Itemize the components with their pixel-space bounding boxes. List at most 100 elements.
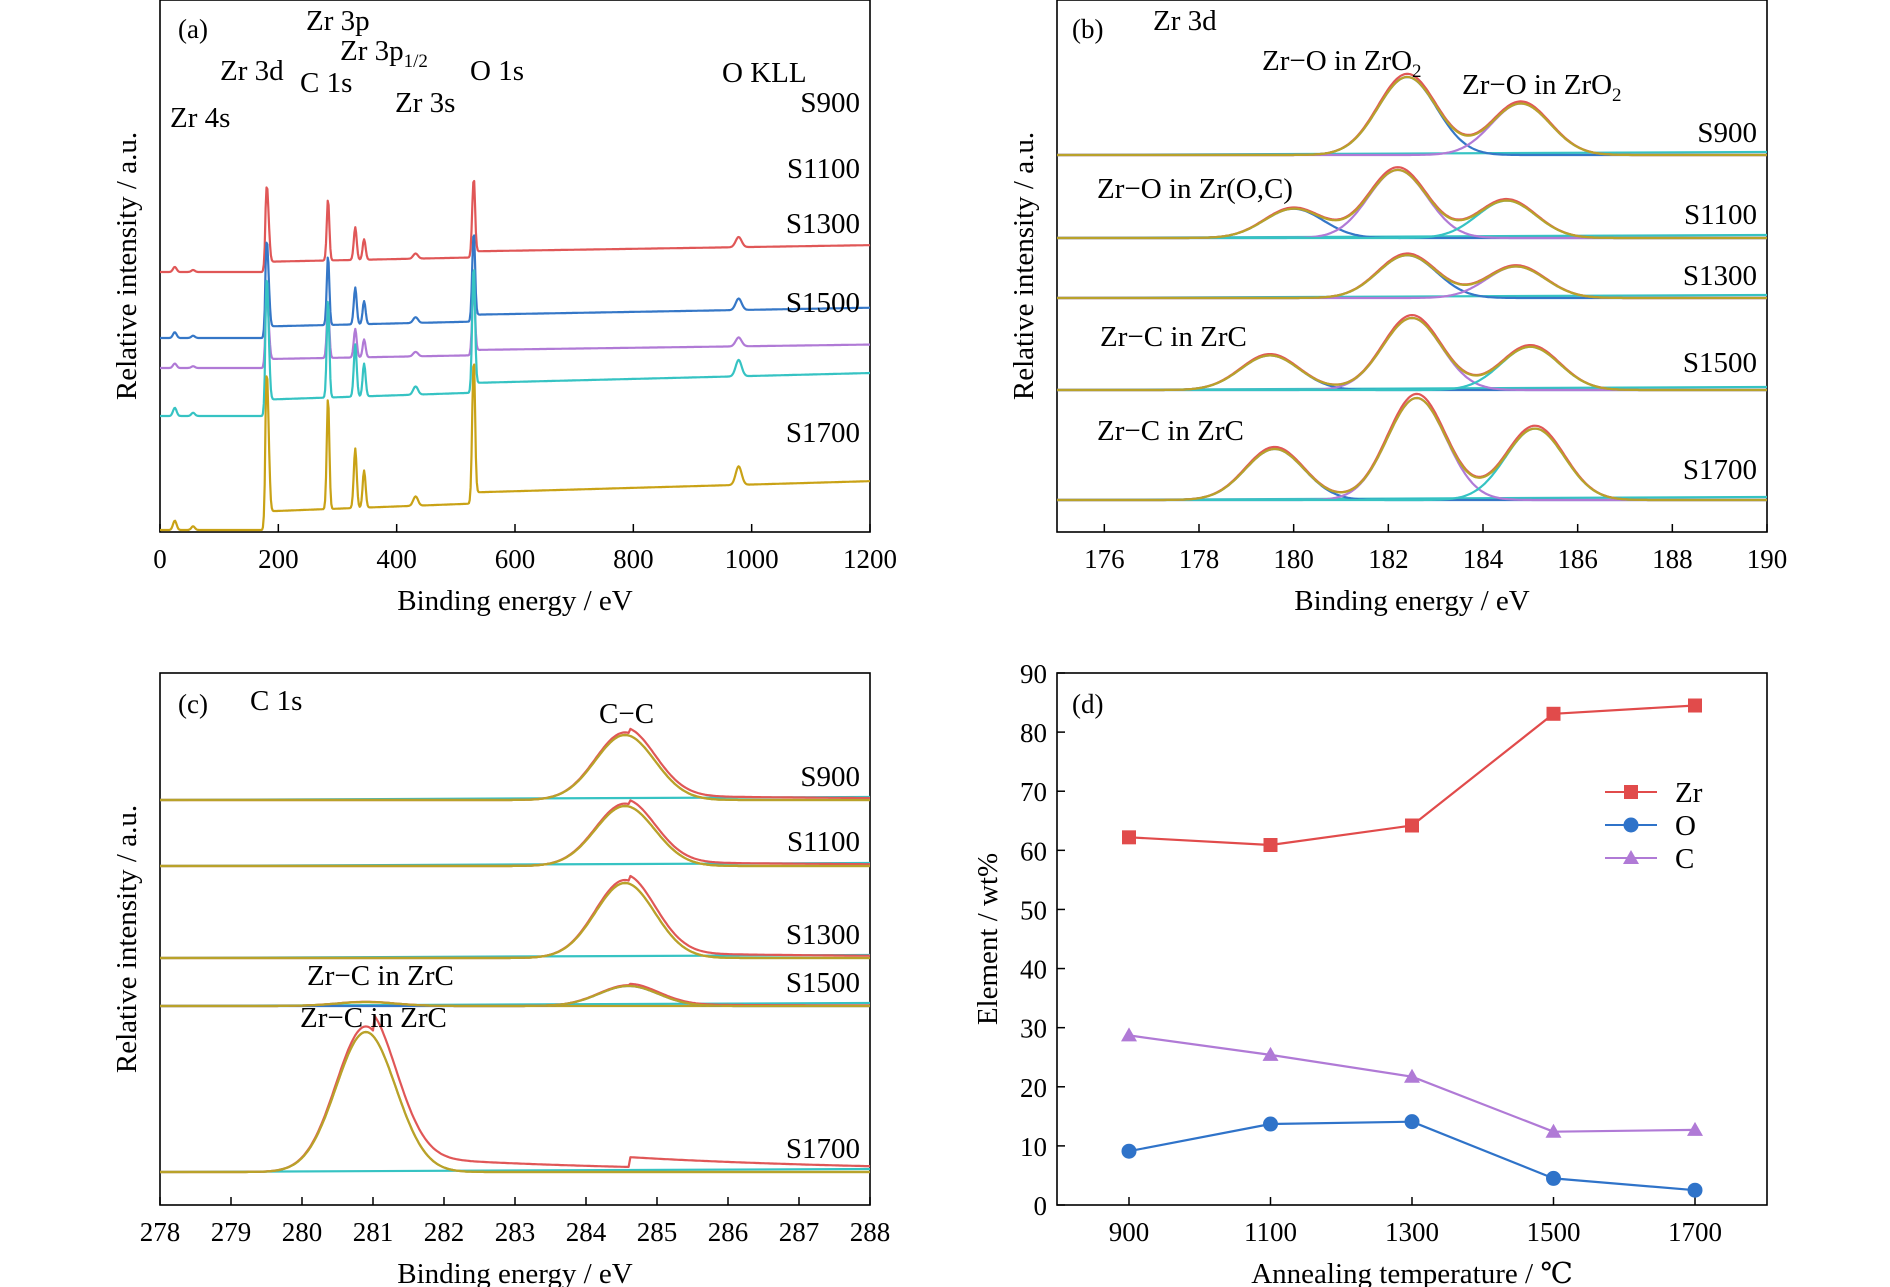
y-tick-label: 30 [1020,1014,1047,1044]
x-tick-label: 279 [211,1217,252,1247]
peak-annotation: Zr−C in ZrC [1097,415,1244,447]
y-tick-label: 80 [1020,718,1047,748]
component-peak [1057,199,1767,240]
x-tick-label: 200 [258,544,299,574]
component-peak [1057,345,1767,392]
baseline-s1700 [159,1167,871,1174]
panel-c-c1s-spectra: 278 279 280 281 282 283 284 285 286 287 288 Binding… [111,672,891,1287]
x-tick-label: 800 [613,544,654,574]
panel-tag: (d) [1072,689,1103,719]
component-peak [1057,102,1767,157]
peak-annotation: Zr−C in ZrC [300,1002,447,1034]
data-point-o [1546,1170,1561,1186]
fitted-envelope-s1300 [1057,254,1767,300]
measured-line-s1300 [160,874,871,960]
peak-annotation: Zr−O in ZrO2 [1462,69,1622,106]
legend-marker [1624,785,1638,799]
survey-line-s900 [159,179,871,274]
x-axis-label: Annealing temperature / ℃ [1251,1258,1573,1287]
legend-label-o: O [1675,810,1696,842]
fitted-envelope-s1500 [1057,316,1767,392]
data-point-o [1404,1114,1420,1130]
x-tick-label: 283 [495,1217,536,1247]
fitted-envelope-s900 [160,733,870,802]
x-tick-label: 1200 [843,544,897,574]
component-peak [160,733,870,802]
survey-line-s1700 [159,363,871,532]
series-label-s1300: S1300 [786,919,860,951]
y-tick-label: 40 [1020,955,1047,985]
panel-title: Zr 3d [1153,5,1217,37]
fitted-envelope-s1300 [160,881,870,960]
survey-line-s1500 [159,269,871,418]
series-label-s900: S900 [800,87,860,119]
y-axis-label: Relative intensity / a.u. [1008,132,1040,400]
y-axis-label: Relative intensity / a.u. [111,805,143,1073]
x-tick-label: 190 [1747,544,1788,574]
panel-tag: (c) [178,689,208,719]
data-point-c [1687,1121,1703,1136]
measured-line-s1700 [160,1014,871,1174]
component-peak [1057,265,1767,300]
fitted-envelope-s1700 [1057,396,1767,502]
series-label-s1300: S1300 [1683,260,1757,292]
fitted-envelope-s1700 [160,1030,870,1174]
series-label-s900: S900 [800,761,860,793]
component-peak [1057,396,1767,502]
peak-label: Zr 3d [220,55,284,87]
x-tick-label: 1700 [1668,1217,1722,1247]
series-label-s1700: S1700 [1683,454,1757,486]
y-tick-label: 0 [1034,1191,1048,1221]
y-tick-label: 70 [1020,777,1047,807]
series-label-s1500: S1500 [786,287,860,319]
x-tick-label: 180 [1273,544,1314,574]
peak-annotation: Zr−C in ZrC [307,960,454,992]
x-tick-label: 178 [1179,544,1220,574]
data-point-o [1121,1143,1137,1159]
y-tick-label: 50 [1020,895,1047,925]
panel-tag: (a) [178,14,208,44]
legend-label-zr: Zr [1675,777,1703,809]
x-tick-label: 288 [850,1217,891,1247]
data-point-zr [1263,838,1278,853]
y-axis-label: Element / wt% [972,853,1004,1025]
x-tick-label: 281 [353,1217,394,1247]
measured-line-s900 [160,727,871,802]
measured-line-s1100 [160,799,870,868]
data-point-zr [1405,818,1419,833]
subscript: 1/2 [404,51,428,72]
x-tick-label: 287 [779,1217,820,1247]
peak-label: Zr 3p [306,5,370,37]
peak-label: O KLL [722,57,807,89]
component-peak [160,1030,870,1174]
data-point-c [1545,1123,1562,1138]
y-axis-label: Relative intensity / a.u. [111,132,143,400]
x-tick-label: 182 [1368,544,1409,574]
component-peak [160,804,870,868]
x-axis-label: Binding energy / eV [1294,585,1530,617]
survey-line-s1300 [159,287,871,370]
series-label-s1100: S1100 [787,153,860,185]
x-tick-label: 1300 [1385,1217,1439,1247]
peak-label: Zr 3p1/2 [340,35,428,72]
peak-label: Zr 4s [170,102,230,134]
measured-line-s1300 [1057,252,1767,300]
x-axis-label: Binding energy / eV [397,1258,633,1287]
peak-label: O 1s [470,55,524,87]
fitted-envelope-s1100 [160,804,870,868]
x-tick-label: 188 [1652,544,1693,574]
series-label-s1700: S1700 [786,1133,860,1165]
panel-b-zr3d-spectra: 176 178 180 182 184 186 188 190 Binding energy /… [1008,0,1787,617]
panel-title: C 1s [250,685,302,717]
x-tick-label: 900 [1109,1217,1150,1247]
series-label-s1100: S1100 [787,826,860,858]
x-tick-label: 278 [140,1217,181,1247]
subscript: 2 [1412,61,1422,82]
x-tick-label: 285 [637,1217,678,1247]
series-label-s1300: S1300 [786,208,860,240]
fitted-envelope-s900 [1057,75,1767,157]
fitted-envelope-s1100 [1057,168,1767,240]
x-tick-label: 280 [282,1217,323,1247]
x-tick-label: 284 [566,1217,607,1247]
series-label-s1500: S1500 [1683,347,1757,379]
